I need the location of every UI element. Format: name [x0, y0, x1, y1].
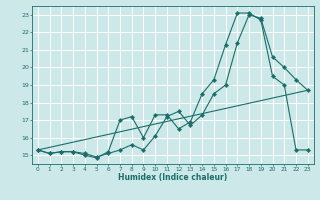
X-axis label: Humidex (Indice chaleur): Humidex (Indice chaleur)	[118, 173, 228, 182]
